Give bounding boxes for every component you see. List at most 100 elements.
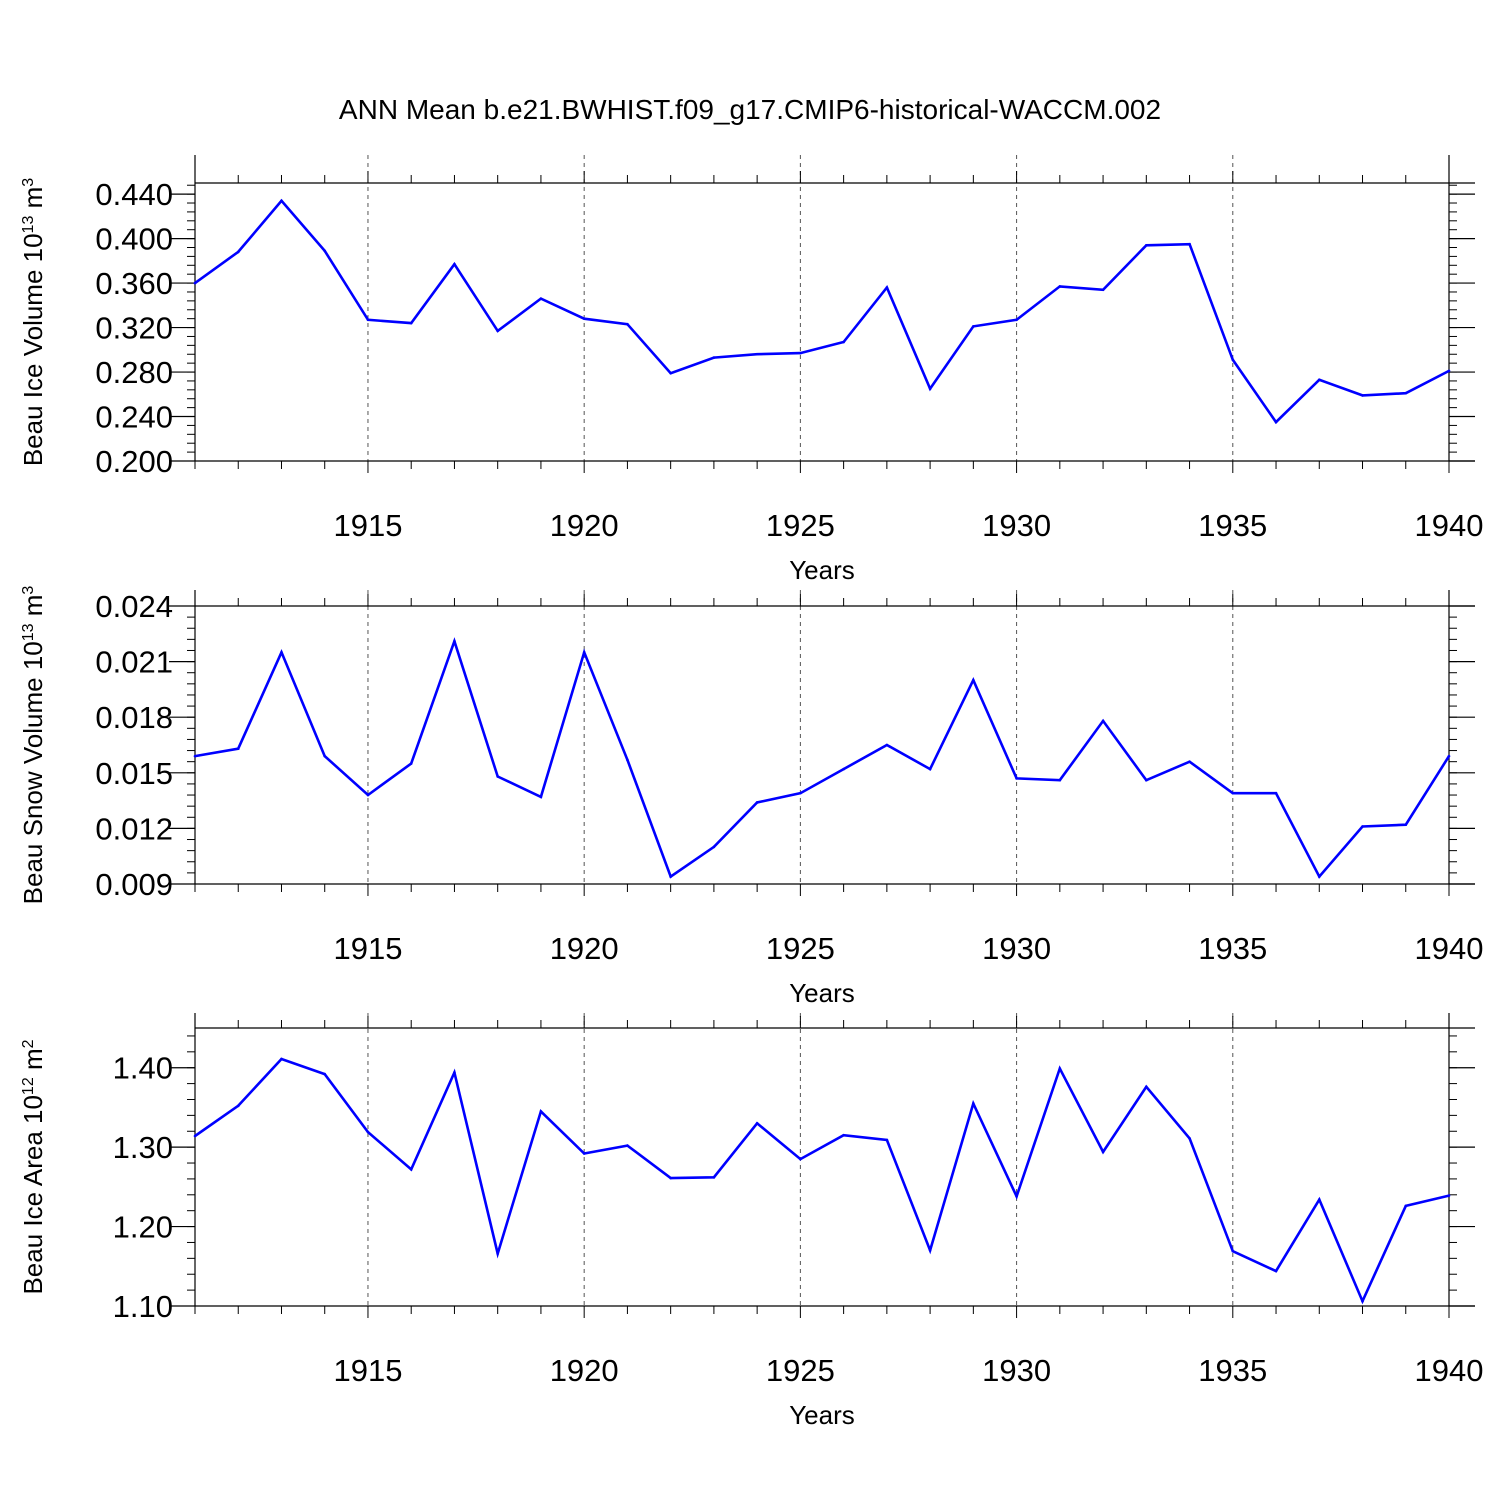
data-point xyxy=(1317,875,1321,878)
data-point xyxy=(928,1249,932,1252)
data-point xyxy=(1058,778,1062,782)
y-axis-label-superscript: 2 xyxy=(20,1039,37,1048)
x-tick-label: 1920 xyxy=(550,931,619,966)
x-tick-label: 1940 xyxy=(1415,508,1484,543)
data-point xyxy=(280,199,283,203)
data-point xyxy=(712,356,716,359)
x-tick-label: 1930 xyxy=(982,1353,1051,1388)
data-point xyxy=(669,371,672,375)
y-axis-label-part: m xyxy=(18,595,48,624)
data-point xyxy=(712,1176,716,1179)
data-point xyxy=(972,1102,975,1105)
y-tick-label: 0.440 xyxy=(95,177,173,212)
y-tick-label: 1.20 xyxy=(113,1210,173,1245)
y-axis-label-part: m xyxy=(18,1048,48,1077)
data-point xyxy=(755,352,759,356)
data-point xyxy=(928,767,932,771)
x-tick-label: 1935 xyxy=(1198,508,1267,543)
data-point xyxy=(453,262,456,266)
y-axis-label-part: m xyxy=(18,187,48,216)
data-point xyxy=(323,754,327,758)
x-axis-label: Years xyxy=(789,978,855,1008)
data-point xyxy=(1404,391,1408,395)
data-point xyxy=(1274,1269,1278,1273)
data-point xyxy=(799,791,802,795)
data-point xyxy=(1447,1194,1451,1197)
data-point xyxy=(755,1122,759,1125)
data-point xyxy=(1447,369,1451,373)
data-point xyxy=(626,322,629,326)
data-point xyxy=(193,754,197,758)
data-point xyxy=(453,1071,456,1074)
x-tick-label: 1915 xyxy=(333,1353,402,1388)
data-point xyxy=(496,329,499,333)
data-point xyxy=(885,743,889,747)
data-point xyxy=(1361,825,1364,828)
data-point xyxy=(236,747,240,751)
y-tick-label: 0.024 xyxy=(95,589,173,624)
y-tick-label: 0.320 xyxy=(95,311,173,346)
data-point xyxy=(1188,242,1191,246)
data-point xyxy=(1145,1085,1148,1089)
y-axis-label-superscript: 13 xyxy=(20,623,37,641)
y-tick-label: 0.018 xyxy=(95,700,173,735)
data-point xyxy=(799,1157,802,1161)
data-point xyxy=(539,795,543,799)
series-line xyxy=(194,637,1451,879)
panel-3: 1.10 1.20 1.30 1.40 1915 1920 1925 1930 1935 1940… xyxy=(18,1013,1483,1430)
data-point xyxy=(366,318,370,322)
data-point xyxy=(323,249,327,253)
data-point xyxy=(496,1252,499,1255)
data-point xyxy=(1231,358,1235,362)
data-point xyxy=(1404,823,1408,826)
y-axis-label-superscript: 12 xyxy=(20,1077,37,1095)
y-tick-label: 0.012 xyxy=(95,811,173,846)
data-point xyxy=(453,639,456,643)
y-axis-label: Beau Ice Area 1012 m2 xyxy=(18,1039,48,1294)
panel-1: 0.200 0.240 0.280 0.320 0.360 0.400 0.440 1915 1… xyxy=(18,155,1483,585)
y-tick-label: 0.400 xyxy=(95,222,173,257)
x-tick-label: 1940 xyxy=(1415,1353,1484,1388)
data-point xyxy=(1015,777,1018,780)
data-point xyxy=(1188,1137,1191,1140)
data-point xyxy=(712,845,716,849)
y-axis-label-superscript: 13 xyxy=(20,216,37,234)
y-axis-label-part: Beau Ice Area 10 xyxy=(18,1095,48,1294)
y-tick-label: 0.200 xyxy=(95,444,173,479)
data-point xyxy=(1145,243,1148,247)
x-tick-label: 1935 xyxy=(1198,931,1267,966)
data-point xyxy=(885,286,889,289)
x-axis-label: Years xyxy=(789,1400,855,1430)
data-point xyxy=(236,1104,240,1108)
x-tick-label: 1925 xyxy=(766,508,835,543)
data-point xyxy=(366,1130,370,1134)
data-point xyxy=(1145,778,1148,782)
data-point xyxy=(582,317,586,320)
y-axis-label-superscript: 3 xyxy=(20,178,37,187)
data-point xyxy=(1361,394,1364,397)
data-point xyxy=(193,1134,197,1138)
x-tick-label: 1930 xyxy=(982,931,1051,966)
data-point xyxy=(1404,1204,1408,1208)
x-tick-label: 1925 xyxy=(766,1353,835,1388)
x-tick-label: 1925 xyxy=(766,931,835,966)
y-tick-label: 1.10 xyxy=(113,1289,173,1324)
x-axis-label: Years xyxy=(789,555,855,585)
x-tick-label: 1935 xyxy=(1198,1353,1267,1388)
figure-title: ANN Mean b.e21.BWHIST.f09_g17.CMIP6-hist… xyxy=(339,94,1161,125)
data-point xyxy=(1274,420,1278,424)
data-point xyxy=(1317,378,1321,382)
x-tick-label: 1930 xyxy=(982,508,1051,543)
y-tick-label: 0.360 xyxy=(95,266,173,301)
data-point xyxy=(1015,1195,1018,1198)
data-point xyxy=(539,1110,543,1113)
y-tick-label: 0.015 xyxy=(95,756,173,791)
y-axis-label-superscript: 3 xyxy=(20,586,37,595)
data-point xyxy=(1058,285,1062,288)
data-point xyxy=(1317,1198,1321,1201)
x-tick-label: 1920 xyxy=(550,1353,619,1388)
data-point xyxy=(582,651,586,654)
series-line xyxy=(194,1057,1450,1305)
